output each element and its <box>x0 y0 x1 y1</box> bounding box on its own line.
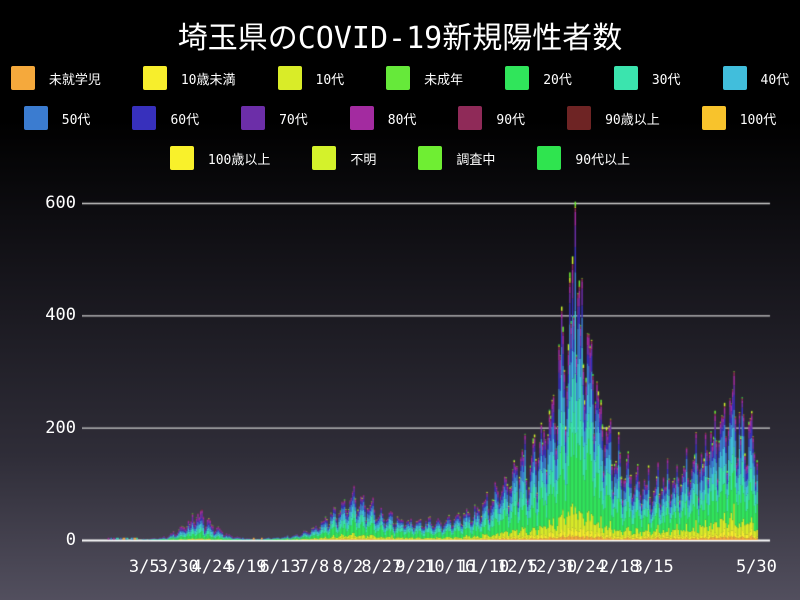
legend-label: 90歳以上 <box>605 112 660 128</box>
x-axis-tick-label: 3/15 <box>632 557 674 577</box>
legend-label: 80代 <box>387 112 417 128</box>
legend-label: 30代 <box>651 72 681 88</box>
legend-label: 90代以上 <box>575 152 631 168</box>
legend-swatch <box>567 106 592 130</box>
y-axis-tick-label: 600 <box>45 193 76 213</box>
legend-swatch <box>277 66 302 90</box>
x-axis: 3/5 3/30 4/24 5/19 6/13 7/8 8/2 8/27 9/21 10/16 11… <box>0 556 800 580</box>
chart-title: 埼玉県のCOVID-19新規陽性者数 <box>177 21 623 56</box>
legend-swatch <box>386 66 411 90</box>
legend-item: 90歳以上 <box>567 106 660 130</box>
legend-swatch <box>613 66 638 90</box>
legend-label: 未就学児 <box>48 72 101 88</box>
legend-label: 90代 <box>496 112 526 128</box>
legend-swatch <box>10 66 35 90</box>
legend-item: 未成年 <box>386 66 463 90</box>
legend-row: 未就学児 10歳未満 10代 未成年 20代 30代 40代 <box>0 64 800 92</box>
legend-swatch <box>418 146 443 170</box>
legend-item: 40代 <box>722 66 790 90</box>
legend-row: 100歳以上 不明 調査中 90代以上 <box>0 144 800 172</box>
legend-label: 60代 <box>170 112 200 128</box>
legend-item: 未就学児 <box>10 66 101 90</box>
x-axis-tick-label: 6/13 <box>259 557 301 577</box>
legend-item: 不明 <box>312 146 376 170</box>
x-axis-tick-label: 2/18 <box>598 557 640 577</box>
legend-label: 100代 <box>739 112 777 128</box>
legend-item: 90代 <box>458 106 525 130</box>
legend-swatch <box>241 106 266 130</box>
legend-swatch <box>505 66 530 90</box>
legend-label: 不明 <box>350 152 377 168</box>
legend-swatch <box>312 146 337 170</box>
chart-legend: 未就学児 10歳未満 10代 未成年 20代 30代 40代 50代 60代 70代 80代 90代 9… <box>0 64 800 184</box>
x-axis-tick-label: 8/27 <box>361 557 403 577</box>
y-axis-tick-label: 0 <box>65 530 76 550</box>
legend-swatch <box>722 66 747 90</box>
legend-item: 30代 <box>613 66 681 90</box>
legend-label: 未成年 <box>424 72 464 88</box>
x-axis-tick-label: 3/30 <box>157 557 199 577</box>
x-axis-tick-label: 5/19 <box>225 557 267 577</box>
legend-swatch <box>701 106 726 130</box>
legend-item: 90代以上 <box>537 146 630 170</box>
legend-item: 10歳未満 <box>142 66 236 90</box>
x-axis-tick-label: 5/30 <box>735 557 777 577</box>
x-axis-tick-label: 9/21 <box>395 557 437 577</box>
legend-item: 100歳以上 <box>169 146 271 170</box>
x-axis-tick-label: 12/30 <box>525 557 578 577</box>
legend-swatch <box>132 106 157 130</box>
legend-label: 50代 <box>61 112 91 128</box>
legend-label: 10歳未満 <box>180 72 236 88</box>
x-axis-tick-label: 3/5 <box>128 557 160 577</box>
legend-item: 20代 <box>505 66 572 90</box>
y-axis-tick-label: 200 <box>45 417 76 438</box>
legend-label: 100歳以上 <box>207 152 271 168</box>
x-axis-tick-label: 1/24 <box>564 557 606 577</box>
stacked-area-canvas <box>82 190 778 548</box>
legend-swatch <box>458 106 483 130</box>
x-axis-tick-label: 4/24 <box>191 557 233 577</box>
legend-swatch <box>169 146 194 170</box>
legend-item: 10代 <box>277 66 345 90</box>
legend-item: 60代 <box>132 106 199 130</box>
legend-label: 20代 <box>543 72 572 88</box>
x-axis-tick-label: 10/16 <box>424 557 476 577</box>
legend-item: 100代 <box>701 106 777 130</box>
legend-swatch <box>537 146 562 170</box>
legend-item: 80代 <box>349 106 417 130</box>
legend-swatch <box>349 106 374 130</box>
y-axis-tick-label: 400 <box>45 305 76 326</box>
legend-label: 40代 <box>760 72 790 88</box>
x-axis-tick-label: 11/10 <box>458 557 510 577</box>
legend-label: 10代 <box>315 72 345 88</box>
legend-label: 70代 <box>279 112 308 128</box>
legend-item: 調査中 <box>418 146 495 170</box>
x-axis-tick-label: 7/8 <box>298 557 330 577</box>
legend-item: 70代 <box>241 106 308 130</box>
legend-swatch <box>142 66 167 90</box>
legend-row: 50代 60代 70代 80代 90代 90歳以上 100代 <box>0 104 800 132</box>
x-axis-tick-label: 8/2 <box>332 557 364 577</box>
legend-label: 調査中 <box>456 152 496 168</box>
legend-item: 50代 <box>23 106 91 130</box>
x-axis-tick-label: 12/5 <box>497 557 539 577</box>
legend-swatch <box>23 106 48 130</box>
